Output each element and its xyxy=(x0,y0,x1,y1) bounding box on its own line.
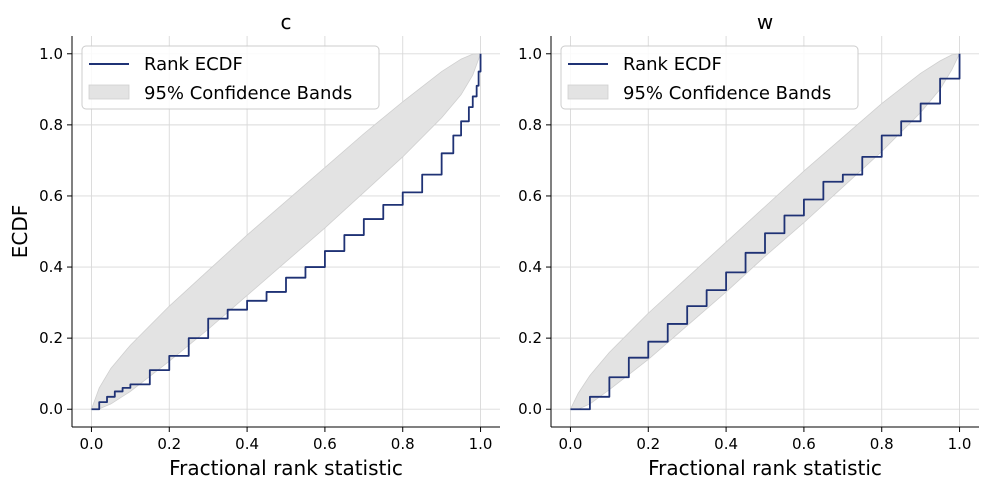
legend-band-swatch xyxy=(567,84,609,100)
panel-title: w xyxy=(757,10,773,34)
legend-label-band: 95% Confidence Bands xyxy=(144,83,352,104)
x-tick-label: 0.0 xyxy=(559,435,583,453)
panel-w: 0.0 0.2 0.4 0.6 0.8 1.0 0.0 0.2 0.4 0.6 0.8 1.0 w Fra… xyxy=(518,10,979,480)
x-tick-label: 0.4 xyxy=(235,435,259,453)
x-tick-label: 0.8 xyxy=(870,435,894,453)
x-tick-label: 0.2 xyxy=(636,435,660,453)
panel-c: 0.0 0.2 0.4 0.6 0.8 1.0 0.0 0.2 0.4 0.6 0.8 1.0 c Fra… xyxy=(8,10,500,480)
x-tick-label: 0.4 xyxy=(714,435,738,453)
x-tick-label: 1.0 xyxy=(469,435,493,453)
x-tick-label: 0.6 xyxy=(313,435,337,453)
y-tick-label: 0.2 xyxy=(39,329,63,347)
legend-box xyxy=(81,45,380,110)
y-tick-label: 0.0 xyxy=(518,400,542,418)
legend-box xyxy=(560,45,859,110)
y-tick-label: 1.0 xyxy=(39,45,63,63)
y-tick-label: 0.8 xyxy=(39,116,63,134)
ecdf-line xyxy=(91,53,482,411)
legend-label-line: Rank ECDF xyxy=(144,54,243,75)
y-tick-label: 1.0 xyxy=(518,45,542,63)
legend-label-band: 95% Confidence Bands xyxy=(623,83,831,104)
x-tick-label: 1.0 xyxy=(948,435,972,453)
y-tick-label: 0.4 xyxy=(39,258,63,276)
x-tick-label: 0.0 xyxy=(80,435,104,453)
ecdf-line xyxy=(570,53,961,411)
x-axis-label: Fractional rank statistic xyxy=(169,456,403,480)
legend-band-swatch xyxy=(88,84,130,100)
y-tick-label: 0.2 xyxy=(518,329,542,347)
y-axis-label: ECDF xyxy=(8,205,32,259)
panel-title: c xyxy=(281,10,292,34)
y-tick-label: 0.8 xyxy=(518,116,542,134)
x-tick-label: 0.6 xyxy=(792,435,816,453)
y-tick-label: 0.0 xyxy=(39,400,63,418)
x-axis-label: Fractional rank statistic xyxy=(648,456,882,480)
x-tick-label: 0.2 xyxy=(157,435,181,453)
x-tick-label: 0.8 xyxy=(391,435,415,453)
y-tick-label: 0.6 xyxy=(39,187,63,205)
legend-label-line: Rank ECDF xyxy=(623,54,722,75)
y-tick-label: 0.4 xyxy=(518,258,542,276)
y-tick-label: 0.6 xyxy=(518,187,542,205)
